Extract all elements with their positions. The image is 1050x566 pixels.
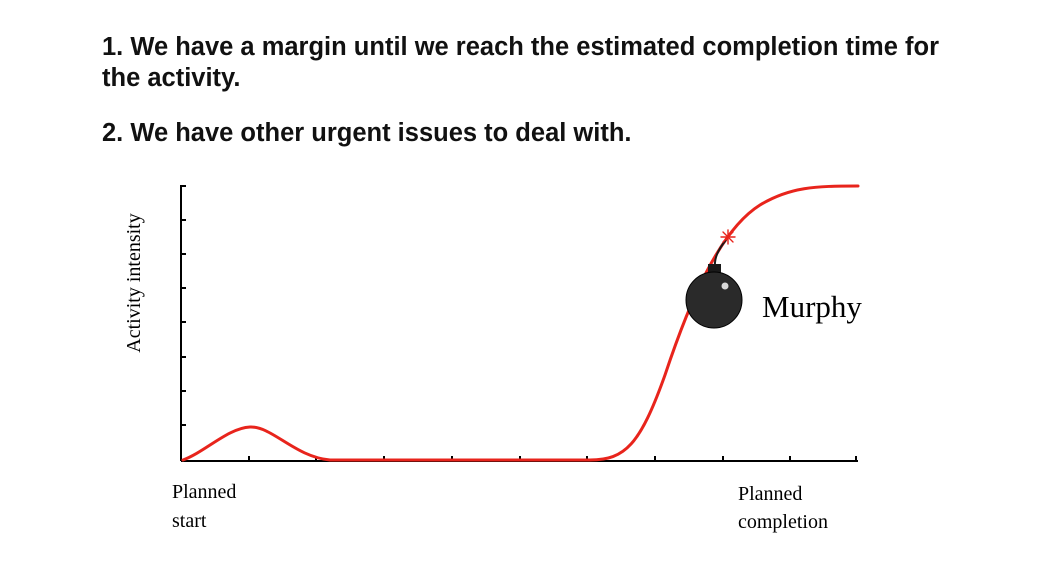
fuse-spark-icon — [720, 229, 736, 245]
y-axis-label: Activity intensity — [123, 213, 145, 352]
y-axis-ticks — [181, 185, 186, 426]
bullet-point-1: 1. We have a margin until we reach the e… — [102, 33, 939, 92]
bomb-body — [685, 271, 743, 329]
planned-start-label: Planned start — [172, 481, 241, 532]
bomb-highlight — [721, 282, 729, 290]
bullet-point-2: 2. We have other urgent issues to deal w… — [102, 119, 632, 147]
bomb-label: Murphy — [762, 289, 862, 324]
planned-completion-line-1: Planned — [738, 483, 802, 505]
planned-completion-label: Planned completion — [738, 483, 828, 533]
planned-start-line-1: Planned — [172, 481, 236, 503]
bomb-icon — [685, 229, 743, 329]
activity-curve — [181, 184, 860, 462]
planned-completion-line-2: completion — [738, 511, 828, 533]
bomb-cap — [708, 264, 721, 274]
planned-start-line-2: start — [172, 510, 207, 532]
